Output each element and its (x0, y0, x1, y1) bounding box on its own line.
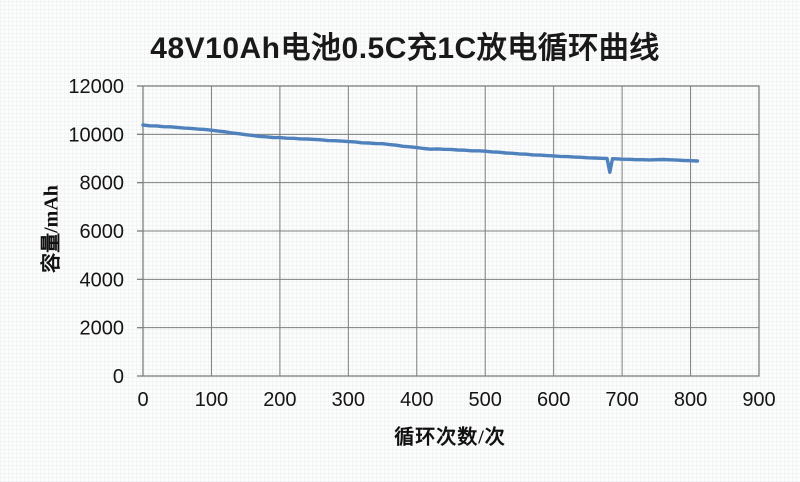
gridlines (142, 85, 760, 377)
x-tick-label: 800 (674, 389, 707, 411)
y-tick-label: 12000 (68, 76, 124, 98)
x-tick-label: 300 (332, 389, 365, 411)
x-tick-label: 0 (137, 389, 148, 411)
tick-labels: 0 100 200 300 400 500 600 700 800 900 0 2000 4000 600… (68, 76, 775, 411)
x-tick-label: 600 (537, 389, 570, 411)
capacity-curve (141, 123, 700, 175)
x-tick-label: 400 (400, 389, 433, 411)
x-tick-label: 100 (195, 389, 228, 411)
x-axis-title: 循环次数/次 (394, 426, 506, 449)
y-tick-label: 10000 (68, 124, 124, 146)
y-tick-label: 6000 (80, 221, 125, 243)
y-tick-label: 4000 (80, 269, 125, 291)
y-tick-label: 2000 (80, 318, 125, 340)
x-tick-label: 700 (605, 389, 638, 411)
plot-border (142, 85, 760, 377)
x-tick-label: 200 (263, 389, 296, 411)
x-tick-label: 500 (469, 389, 502, 411)
axis-ticks (137, 85, 143, 377)
y-tick-label: 8000 (80, 173, 125, 195)
y-tick-label: 0 (113, 366, 124, 388)
x-tick-label: 900 (742, 389, 775, 411)
chart-title: 48V10Ah电池0.5C充1C放电循环曲线 (150, 32, 660, 65)
